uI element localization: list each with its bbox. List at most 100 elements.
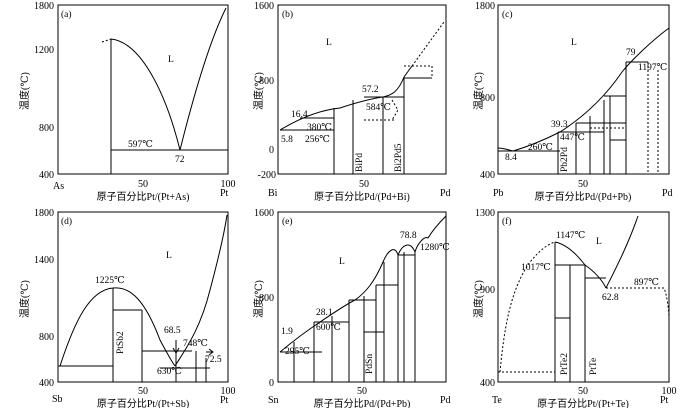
region-label: L [596, 237, 602, 247]
region-label: L [326, 38, 332, 48]
y-tick-label: 800 [39, 123, 54, 134]
x-tick-label: 50 [357, 386, 367, 397]
x-tick-label: Pb [493, 188, 504, 199]
region-label: L [339, 257, 345, 267]
liquidus-dashed [411, 21, 445, 67]
x-tick-label: Bi [268, 188, 278, 199]
panel-a: (a) 温度(℃) 1800 1200 800 400 As 50 100 Pt… [18, 1, 236, 203]
arrow-head [172, 347, 180, 354]
compound-label: PdSn [365, 354, 375, 374]
composition-label: 5.8 [281, 135, 293, 145]
composition-label: 79 [626, 48, 636, 58]
temperature-label: 600℃ [316, 323, 341, 333]
composition-label: 72 [175, 155, 185, 165]
x-tick-label: 50 [578, 386, 588, 397]
panel-e: (e) 温度(℃) 1600 800 0 Sn 50 Pd 原子百分比Pd/(P… [252, 208, 451, 408]
y-tick-label: 400 [480, 170, 495, 181]
liquidus [279, 65, 413, 131]
y-tick-label: 400 [39, 170, 54, 181]
compound-label: BiPd [355, 153, 365, 172]
x-tick-label: 100 [221, 386, 236, 397]
liquidus-left [59, 287, 176, 367]
y-tick-label: 1300 [475, 208, 495, 219]
plot-frame [57, 4, 229, 175]
y-tick-label: 1800 [475, 1, 495, 12]
y-tick-label: 400 [480, 378, 495, 389]
panel-f: (f) 温度(℃) 1300 900 400 Te 50 100 Pt 原子百分… [472, 208, 677, 408]
panel-tag: (d) [61, 216, 72, 227]
y-tick-label: 1200 [34, 45, 54, 56]
panel-tag: (a) [61, 9, 72, 20]
region-label: L [166, 251, 172, 261]
temperature-label: 897℃ [634, 278, 659, 288]
composition-label: 78.8 [400, 231, 417, 241]
y-tick-label: 800 [259, 293, 274, 304]
compound-label: Pb2Pd [560, 147, 570, 172]
y-tick-label: 800 [259, 76, 274, 87]
liquidus-left [110, 38, 181, 151]
compound-label: Bi2Pd5 [394, 143, 404, 172]
plot-frame [497, 4, 670, 175]
composition-label: 16.4 [291, 110, 308, 120]
x-axis-label: 原子百分比Pt/(Pt+Sb) [97, 398, 189, 408]
temperature-label: 1197℃ [638, 63, 668, 73]
y-tick-label: 1600 [254, 1, 274, 12]
panel-tag: (f) [502, 216, 512, 227]
panel-d: (d) 温度(℃) 1800 1400 800 400 Sb 50 100 Pt… [18, 208, 236, 408]
x-tick-label: Pt [220, 395, 229, 406]
y-axis-label: 温度(℃) [18, 280, 31, 318]
y-axis-label: 温度(℃) [472, 72, 485, 110]
x-tick-label: 100 [662, 386, 677, 397]
liquidus [279, 215, 447, 353]
panel-c: (c) 温度(℃) 1800 800 400 Pb 50 Pd 原子百分比Pd/… [472, 1, 673, 203]
composition-label: 62.8 [602, 293, 619, 303]
x-tick-label: 50 [138, 179, 148, 190]
dashed-boundary [404, 65, 433, 78]
y-tick-label: 900 [480, 285, 495, 296]
composition-label: 8.4 [505, 153, 517, 163]
y-tick-label: -200 [258, 170, 276, 181]
y-tick-label: 0 [269, 378, 274, 389]
panel-tag: (e) [282, 216, 293, 227]
temperature-label: 1225℃ [95, 276, 125, 286]
x-axis-label: 原子百分比Pd/(Pd+Pb) [314, 398, 411, 408]
x-axis-label: 原子百分比Pd/(Pd+Pb) [535, 191, 632, 203]
y-tick-label: 0 [269, 145, 274, 156]
x-tick-label: 50 [138, 386, 148, 397]
plot-frame [277, 211, 447, 383]
liquidus-right [179, 7, 227, 151]
y-axis-label: 温度(℃) [472, 280, 485, 318]
temperature-label: 260℃ [528, 143, 553, 153]
x-axis-label: 原子百分比Pd/(Pd+Bi) [314, 191, 410, 203]
composition-label: 68.5 [164, 326, 181, 336]
plot-frame [277, 4, 447, 175]
temperature-label: 447℃ [560, 133, 585, 143]
compound-label: PtTe2 [560, 353, 570, 375]
x-tick-label: 50 [359, 179, 369, 190]
y-tick-label: 1800 [34, 208, 54, 219]
composition-label: 72.5 [205, 355, 222, 365]
x-axis-label: 原子百分比Pt/(Pt+As) [97, 191, 190, 203]
temperature-label: 597℃ [128, 140, 153, 150]
composition-label: 39.3 [551, 120, 568, 130]
temperature-label: 1147℃ [556, 231, 586, 241]
y-axis-label: 温度(℃) [252, 72, 265, 110]
temperature-label: 295℃ [285, 347, 310, 357]
composition-label: 1.9 [281, 327, 293, 337]
region-label: L [571, 38, 577, 48]
x-axis-label: 原子百分比Pt/(Pt+Te) [537, 398, 629, 408]
x-tick-label: 100 [221, 179, 236, 190]
panel-tag: (b) [282, 9, 293, 20]
x-tick-label: Pd [440, 188, 451, 199]
liquidus-dashed-left [499, 241, 556, 373]
temperature-label: 1280℃ [420, 243, 450, 253]
y-tick-label: 1400 [34, 255, 54, 266]
panel-b: (b) 温度(℃) 1600 800 0 -200 Bi 50 Pd 原子百分比… [252, 1, 451, 203]
x-tick-label: Sb [52, 394, 63, 405]
liquidus [497, 27, 670, 152]
x-tick-label: As [53, 181, 64, 192]
plot-frame [57, 211, 229, 383]
y-axis-label: 温度(℃) [252, 280, 265, 318]
liquidus-right [605, 215, 639, 289]
temperature-label: 380℃ [307, 123, 332, 133]
